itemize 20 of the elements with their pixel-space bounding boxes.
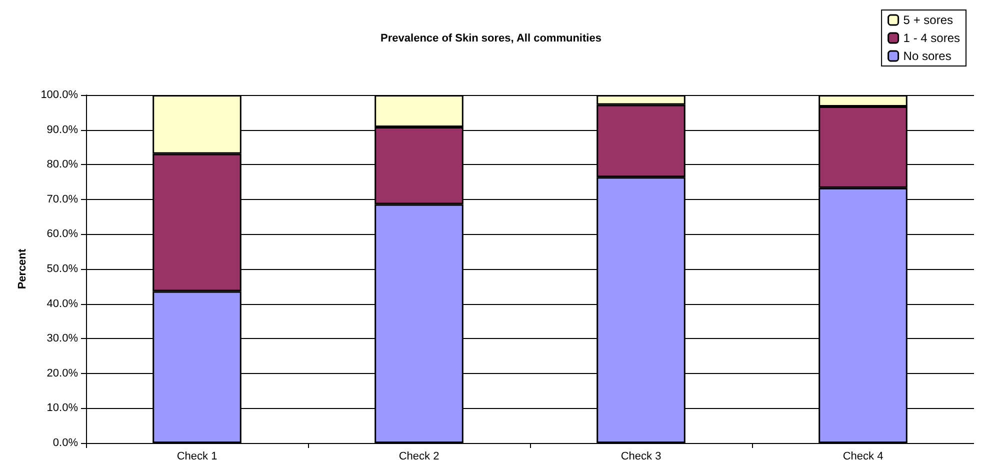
y-tick-label: 50.0% [46,263,78,275]
x-tick-label: Check 4 [842,450,884,462]
legend-label: No sores [903,49,952,63]
legend-label: 1 - 4 sores [903,31,960,45]
y-tick-label: 40.0% [46,298,78,310]
y-tick-label: 30.0% [46,332,78,345]
y-tick-label: 60.0% [46,228,78,240]
x-tick-label: Check 2 [398,450,440,462]
legend-label: 5 + sores [903,13,954,27]
x-tick-label: Check 3 [620,450,662,462]
y-tick-label: 10.0% [46,402,78,414]
chart-title: Prevalence of Skin sores, All communities [380,32,602,44]
y-tick-label: 70.0% [46,193,78,206]
x-tick-label: Check 1 [176,450,218,462]
y-tick-label: 90.0% [46,124,78,136]
y-tick-label: 0.0% [52,437,78,449]
y-axis-title: Percent [16,248,28,290]
y-tick-label: 80.0% [46,158,78,171]
y-tick-label: 20.0% [46,367,78,380]
y-tick-label: 100.0% [40,89,78,101]
